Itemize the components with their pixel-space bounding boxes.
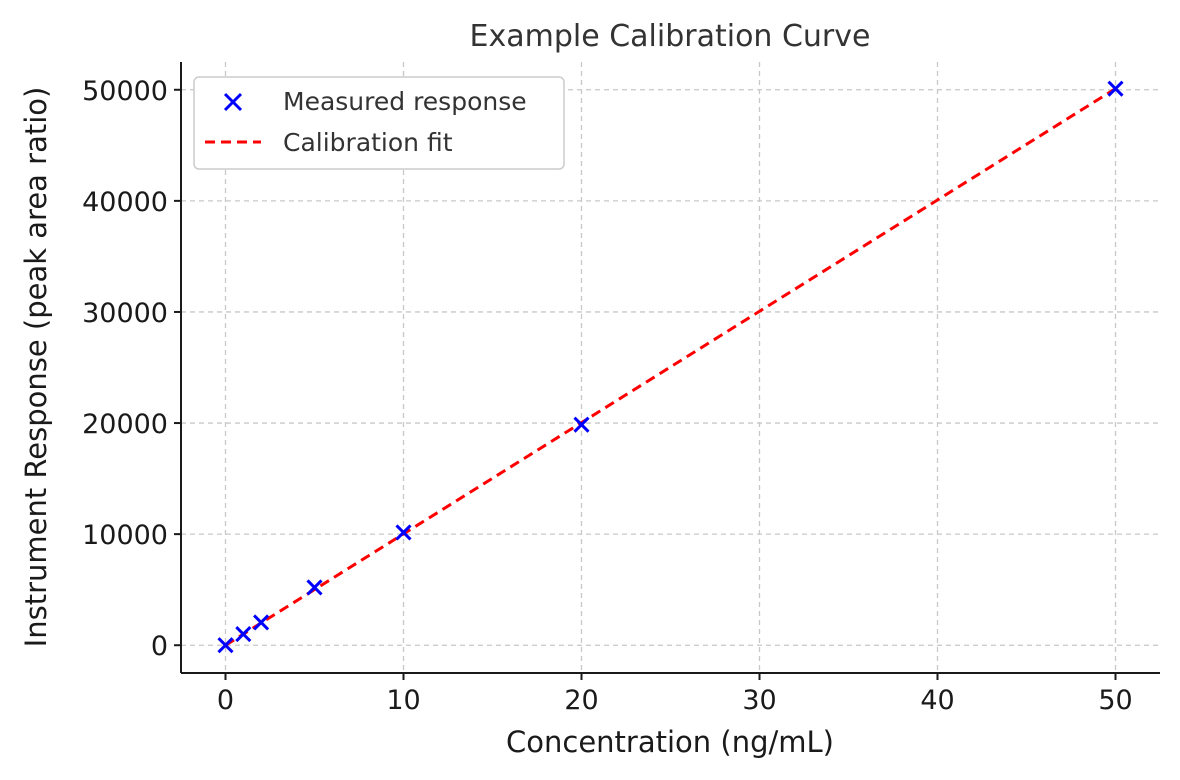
y-tick-label: 10000 [82, 520, 168, 551]
x-tick-label: 20 [564, 685, 598, 716]
y-tick-label: 40000 [82, 187, 168, 218]
x-tick-label: 0 [217, 685, 234, 716]
x-tick-label: 30 [742, 685, 776, 716]
measured-point [1107, 80, 1124, 97]
measured-point [306, 579, 323, 596]
x-ticks: 0 10 20 30 40 50 [217, 673, 1133, 716]
x-tick-label: 10 [386, 685, 420, 716]
axes [180, 62, 1160, 674]
y-ticks: 0 10000 20000 30000 40000 50000 [82, 76, 181, 662]
y-tick-label: 20000 [82, 409, 168, 440]
legend-marker-measured [223, 92, 243, 112]
measured-response-series [217, 80, 1124, 654]
x-tick-label: 40 [920, 685, 954, 716]
calibration-fit-series [224, 87, 1117, 647]
measured-point [217, 637, 234, 654]
y-tick-label: 50000 [82, 76, 168, 107]
measured-point [395, 524, 412, 541]
legend: Measured response Calibration fit [193, 76, 565, 170]
y-tick-label: 30000 [82, 298, 168, 329]
measured-point [253, 614, 270, 631]
y-tick-label: 0 [151, 631, 168, 662]
legend-box [193, 76, 565, 170]
measured-point [573, 416, 590, 433]
x-axis-label: Concentration (ng/mL) [506, 725, 834, 759]
y-axis-label: Instrument Response (peak area ratio) [19, 87, 53, 648]
measured-point [235, 626, 252, 643]
x-tick-label: 50 [1098, 685, 1132, 716]
legend-label-measured: Measured response [283, 87, 527, 116]
legend-label-fit: Calibration fit [283, 128, 453, 157]
calibration-fit-line [224, 87, 1117, 647]
chart-title: Example Calibration Curve [470, 19, 871, 54]
